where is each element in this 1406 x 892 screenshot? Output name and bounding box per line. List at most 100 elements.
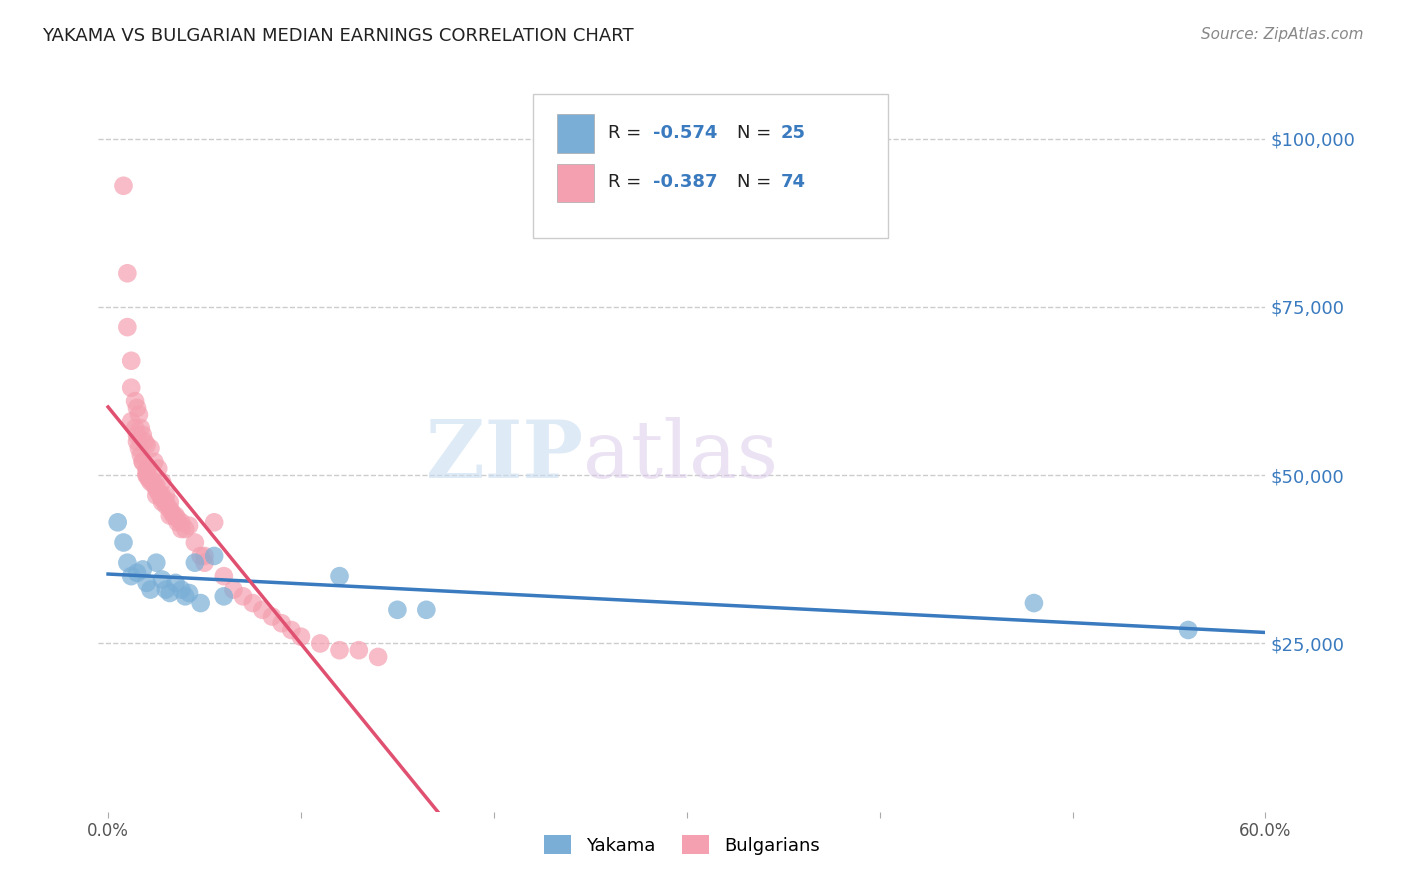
Point bbox=[149, 488, 172, 502]
Point bbox=[138, 472, 160, 486]
Text: R =: R = bbox=[609, 124, 647, 142]
Point bbox=[145, 482, 167, 496]
Point bbox=[117, 320, 139, 334]
Point bbox=[132, 427, 155, 442]
Point bbox=[125, 427, 148, 442]
Text: 74: 74 bbox=[782, 173, 806, 192]
Point bbox=[128, 442, 150, 456]
Point bbox=[128, 408, 150, 422]
Point bbox=[124, 394, 146, 409]
Point bbox=[117, 266, 139, 280]
Point bbox=[124, 421, 146, 435]
Point bbox=[165, 508, 187, 523]
Point bbox=[165, 575, 187, 590]
Point bbox=[212, 569, 235, 583]
Point bbox=[150, 573, 173, 587]
Point bbox=[107, 516, 129, 530]
Point bbox=[150, 495, 173, 509]
FancyBboxPatch shape bbox=[557, 114, 595, 153]
Point bbox=[150, 475, 173, 489]
Legend: Yakama, Bulgarians: Yakama, Bulgarians bbox=[537, 828, 827, 862]
Point bbox=[143, 455, 166, 469]
Point bbox=[166, 516, 188, 530]
Point bbox=[135, 438, 157, 452]
Point bbox=[328, 569, 350, 583]
Point bbox=[120, 381, 142, 395]
Point bbox=[159, 501, 181, 516]
Point bbox=[155, 499, 177, 513]
Point bbox=[139, 442, 162, 456]
Text: 25: 25 bbox=[782, 124, 806, 142]
Point bbox=[166, 512, 188, 526]
Point bbox=[125, 434, 148, 449]
Point bbox=[120, 414, 142, 428]
Point bbox=[184, 556, 207, 570]
Point bbox=[270, 616, 292, 631]
Text: R =: R = bbox=[609, 173, 647, 192]
Point bbox=[155, 495, 177, 509]
Point bbox=[145, 478, 167, 492]
Point bbox=[309, 636, 332, 650]
Point bbox=[132, 455, 155, 469]
Point bbox=[252, 603, 274, 617]
Point bbox=[135, 575, 157, 590]
Point bbox=[125, 401, 148, 415]
Point bbox=[150, 488, 173, 502]
Point bbox=[202, 549, 225, 563]
Text: ZIP: ZIP bbox=[426, 417, 582, 495]
Point bbox=[170, 582, 193, 597]
Point bbox=[415, 603, 437, 617]
Point bbox=[174, 522, 197, 536]
Point bbox=[163, 508, 186, 523]
Point bbox=[132, 562, 155, 576]
Point bbox=[290, 630, 312, 644]
Point bbox=[134, 434, 156, 449]
Point bbox=[387, 603, 409, 617]
Point bbox=[222, 582, 245, 597]
Point bbox=[367, 649, 389, 664]
Point bbox=[132, 455, 155, 469]
Text: N =: N = bbox=[737, 124, 776, 142]
Point bbox=[139, 475, 162, 489]
Point bbox=[159, 508, 181, 523]
Point bbox=[159, 495, 181, 509]
Point bbox=[174, 590, 197, 604]
Point bbox=[120, 569, 142, 583]
Point bbox=[135, 468, 157, 483]
Point bbox=[145, 556, 167, 570]
Point bbox=[184, 535, 207, 549]
Text: -0.387: -0.387 bbox=[652, 173, 717, 192]
Text: atlas: atlas bbox=[582, 417, 778, 495]
Point bbox=[159, 586, 181, 600]
Point bbox=[141, 475, 163, 489]
Point bbox=[212, 590, 235, 604]
Point bbox=[170, 516, 193, 530]
Point bbox=[155, 582, 177, 597]
Point bbox=[139, 582, 162, 597]
Point bbox=[190, 549, 212, 563]
Point bbox=[328, 643, 350, 657]
Point bbox=[1022, 596, 1045, 610]
Point bbox=[143, 478, 166, 492]
Point bbox=[160, 505, 183, 519]
Text: YAKAMA VS BULGARIAN MEDIAN EARNINGS CORRELATION CHART: YAKAMA VS BULGARIAN MEDIAN EARNINGS CORR… bbox=[42, 27, 634, 45]
Point bbox=[202, 516, 225, 530]
Text: Source: ZipAtlas.com: Source: ZipAtlas.com bbox=[1201, 27, 1364, 42]
Point bbox=[260, 609, 283, 624]
Point bbox=[129, 448, 152, 462]
Point bbox=[148, 461, 170, 475]
Point bbox=[232, 590, 254, 604]
Point bbox=[1177, 623, 1199, 637]
Point bbox=[148, 485, 170, 500]
Point bbox=[150, 491, 173, 506]
FancyBboxPatch shape bbox=[533, 94, 889, 238]
Point bbox=[139, 472, 162, 486]
Point bbox=[112, 178, 135, 193]
Point bbox=[242, 596, 264, 610]
Text: N =: N = bbox=[737, 173, 776, 192]
Point bbox=[135, 461, 157, 475]
Text: -0.574: -0.574 bbox=[652, 124, 717, 142]
Point bbox=[112, 535, 135, 549]
Point bbox=[170, 522, 193, 536]
Point bbox=[177, 518, 200, 533]
